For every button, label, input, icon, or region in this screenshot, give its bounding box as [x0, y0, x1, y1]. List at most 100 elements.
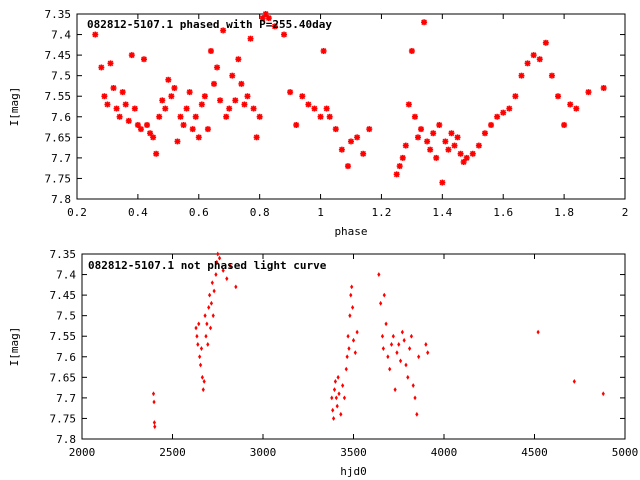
- data-point: [402, 337, 406, 343]
- data-point: [331, 125, 340, 133]
- data-point: [205, 321, 209, 327]
- data-point: [332, 387, 337, 393]
- data-point: [152, 420, 156, 425]
- data-point: [505, 104, 514, 113]
- data-point: [554, 92, 562, 101]
- data-point: [560, 121, 568, 129]
- data-point: [249, 104, 258, 113]
- data-point: [404, 362, 408, 368]
- data-point: [435, 121, 444, 129]
- data-point: [158, 96, 167, 105]
- data-point: [237, 80, 246, 88]
- data-point: [414, 133, 422, 142]
- data-point: [152, 149, 160, 158]
- data-point: [411, 112, 419, 121]
- data-point: [208, 292, 212, 298]
- data-point: [511, 92, 520, 101]
- data-point: [225, 104, 234, 113]
- data-point: [292, 121, 301, 129]
- data-point: [344, 162, 352, 170]
- data-point: [347, 137, 355, 146]
- data-point: [415, 411, 419, 417]
- data-point: [199, 346, 204, 351]
- y-tick-label: 7.4: [51, 29, 71, 42]
- data-point: [204, 333, 208, 339]
- y-tick-label: 7.35: [50, 248, 77, 261]
- y-tick-label: 7.35: [45, 8, 72, 21]
- data-point: [170, 84, 179, 92]
- data-point: [210, 280, 214, 286]
- x-tick-label: 0.8: [250, 206, 270, 219]
- data-point: [198, 362, 203, 368]
- data-point: [243, 92, 252, 101]
- data-point: [106, 59, 115, 68]
- unphased-light-curve-panel: 2000 2500 3000 3500 4000 4500 5000 7.35 7.4 7.45 7…: [8, 248, 638, 478]
- data-point: [338, 145, 346, 154]
- x-tick-label: 2: [622, 206, 629, 219]
- y-tick-label: 7.8: [56, 433, 76, 446]
- data-point: [194, 325, 198, 331]
- data-point: [319, 47, 328, 55]
- data-point: [234, 55, 243, 64]
- data-point: [346, 333, 350, 339]
- y-tick-label: 7.7: [51, 152, 71, 165]
- data-point: [322, 104, 331, 113]
- y-tick-label: 7.7: [56, 392, 76, 405]
- data-point: [333, 379, 337, 384]
- y-tick-label: 7.55: [50, 330, 77, 343]
- x-tick-label: 1.6: [493, 206, 513, 219]
- data-point: [336, 374, 340, 380]
- data-point: [109, 84, 118, 92]
- data-point: [392, 170, 401, 179]
- data-point: [325, 112, 334, 121]
- data-point: [462, 154, 471, 162]
- data-point: [298, 92, 307, 101]
- data-point: [453, 133, 462, 142]
- data-point: [379, 300, 383, 306]
- data-point: [280, 30, 288, 39]
- data-point: [395, 350, 399, 356]
- x-tick-label: 0.6: [189, 206, 209, 219]
- data-point: [566, 100, 575, 109]
- data-point: [112, 104, 121, 113]
- data-point: [198, 354, 202, 360]
- data-point: [330, 395, 334, 401]
- data-point: [444, 145, 453, 154]
- data-point: [207, 47, 215, 55]
- data-point: [167, 92, 176, 101]
- data-point: [201, 92, 209, 101]
- data-point: [424, 342, 428, 347]
- y-tick-label: 7.75: [50, 412, 77, 425]
- y-tick-label: 7.4: [56, 269, 76, 282]
- data-point: [316, 112, 325, 121]
- data-point: [124, 117, 133, 125]
- data-point: [391, 333, 395, 339]
- data-point: [252, 133, 261, 142]
- x-tick-label: 1.8: [554, 206, 574, 219]
- y-tick-label: 7.6: [51, 111, 71, 124]
- x-tick-label: 3500: [340, 446, 367, 459]
- data-point: [151, 391, 156, 397]
- data-point: [191, 112, 200, 121]
- data-point: [426, 350, 430, 356]
- data-point: [347, 346, 351, 351]
- data-point: [349, 292, 353, 298]
- plot-frame: [76, 13, 626, 200]
- data-point: [535, 55, 544, 64]
- data-point: [161, 104, 170, 113]
- data-point: [481, 129, 489, 138]
- data-point: [350, 284, 354, 290]
- data-point: [417, 354, 421, 360]
- data-point: [350, 305, 355, 310]
- chart-title: 082812-5107.1 not phased light curve: [88, 259, 327, 272]
- x-tick-label: 5000: [612, 446, 639, 459]
- data-point: [304, 100, 313, 109]
- data-point: [115, 112, 124, 121]
- data-point: [228, 71, 237, 80]
- data-point: [345, 354, 349, 360]
- data-point: [153, 424, 157, 430]
- data-point: [351, 337, 356, 343]
- data-point: [548, 71, 556, 80]
- data-point: [128, 51, 136, 59]
- data-point: [204, 125, 212, 133]
